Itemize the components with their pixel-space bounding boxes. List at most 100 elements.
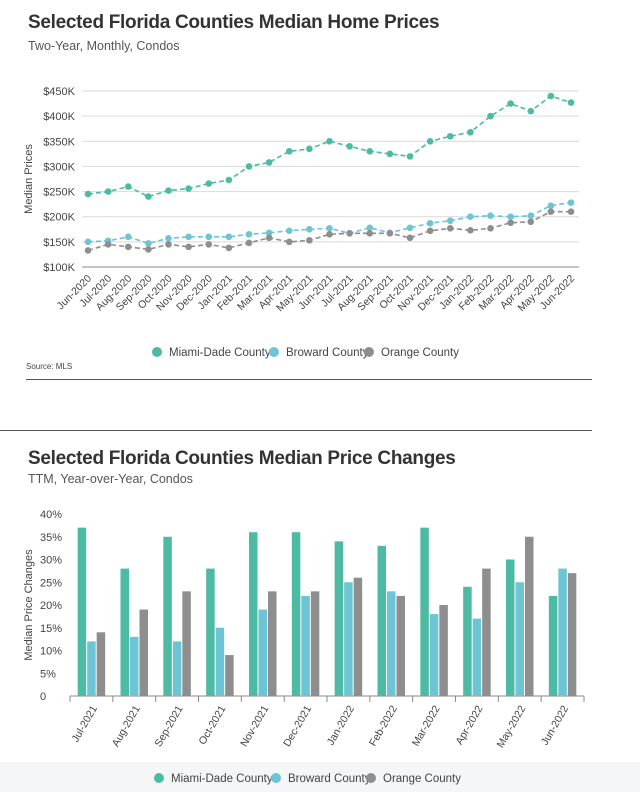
legend-label: Broward County	[286, 347, 369, 359]
bar	[439, 605, 448, 696]
home-prices-panel: Selected Florida Counties Median Home Pr…	[0, 0, 640, 390]
data-point	[346, 143, 353, 150]
x-tick-label: Jun-2022	[539, 703, 571, 747]
bar	[344, 582, 353, 696]
legend-label: Orange County	[383, 773, 461, 785]
data-point	[527, 218, 535, 226]
data-point	[366, 148, 374, 155]
data-point	[245, 231, 253, 238]
y-axis-label: Median Prices	[23, 144, 35, 214]
data-point	[306, 237, 313, 244]
data-point	[467, 128, 474, 136]
x-tick-label: Nov-2021	[238, 703, 271, 749]
data-point	[225, 176, 233, 184]
price-changes-panel: Selected Florida Counties Median Price C…	[0, 430, 640, 792]
data-point	[487, 224, 494, 232]
bar	[130, 636, 139, 696]
data-point	[185, 233, 192, 241]
bar	[163, 536, 172, 696]
x-tick-label: Aug-2021	[110, 703, 143, 749]
bar	[77, 527, 87, 696]
bar	[463, 586, 472, 696]
data-point	[467, 226, 474, 234]
bar	[310, 591, 320, 696]
y-tick-label: 40%	[40, 509, 62, 521]
y-tick-label: $400K	[43, 111, 75, 123]
y-tick-label: 15%	[40, 623, 62, 635]
data-point	[104, 188, 112, 195]
data-point	[386, 230, 394, 237]
data-point	[205, 233, 213, 241]
bar	[268, 591, 277, 696]
x-tick-label: Sep-2021	[153, 703, 186, 749]
x-tick-label: Mar-2022	[410, 703, 443, 748]
data-point	[487, 112, 494, 120]
legend-marker	[271, 773, 281, 783]
data-point	[84, 190, 92, 198]
divider	[0, 430, 592, 431]
y-tick-label: 5%	[40, 668, 56, 680]
data-point	[507, 219, 514, 227]
data-point	[326, 231, 333, 238]
data-point	[406, 224, 414, 232]
data-point	[84, 238, 92, 246]
legend-marker	[366, 773, 376, 783]
y-tick-label: 10%	[40, 646, 62, 658]
data-point	[124, 243, 132, 251]
y-tick-label: 20%	[40, 600, 62, 612]
bar	[172, 641, 182, 696]
data-point	[446, 217, 454, 225]
legend-marker	[364, 347, 374, 357]
data-point	[487, 212, 494, 220]
data-point	[245, 239, 253, 247]
data-point	[426, 137, 434, 145]
x-tick-label: Jul-2021	[69, 703, 100, 744]
series-line	[87, 95, 572, 198]
source-note: Source: MLS	[26, 362, 73, 371]
bar	[429, 614, 439, 696]
data-point	[507, 100, 514, 107]
data-point	[346, 230, 353, 237]
y-tick-label: $150K	[43, 237, 75, 249]
data-point	[285, 148, 293, 155]
data-point	[446, 224, 454, 232]
data-point	[366, 224, 374, 232]
bottom-strip	[0, 762, 640, 792]
data-point	[124, 233, 132, 241]
bar	[515, 582, 524, 696]
bar	[353, 577, 363, 696]
data-point	[265, 159, 273, 166]
data-point	[145, 240, 152, 247]
y-tick-label: $300K	[43, 161, 75, 173]
data-point	[326, 137, 333, 145]
data-point	[205, 241, 213, 248]
y-tick-label: 35%	[40, 532, 62, 544]
data-point	[265, 234, 273, 242]
data-point	[306, 225, 313, 233]
bar	[482, 568, 491, 696]
legend-marker	[269, 347, 279, 357]
x-tick-label: Dec-2021	[281, 703, 314, 749]
data-point	[285, 227, 293, 235]
data-point	[467, 213, 474, 221]
bar	[396, 595, 405, 696]
data-point	[567, 199, 575, 206]
data-point	[406, 234, 414, 242]
bar	[525, 536, 534, 696]
y-tick-label: 25%	[40, 577, 62, 589]
bar	[472, 618, 482, 696]
bar	[182, 591, 191, 696]
data-point	[567, 99, 575, 106]
data-point	[366, 230, 374, 237]
bar	[139, 609, 148, 696]
bar	[506, 559, 515, 696]
y-tick-label: $250K	[43, 187, 75, 199]
data-point	[567, 208, 575, 215]
bar	[420, 527, 429, 696]
x-tick-label: May-2022	[495, 703, 529, 750]
legend-label: Miami-Dade County	[169, 347, 271, 359]
data-point	[426, 219, 434, 227]
bar	[215, 627, 225, 696]
data-point	[225, 244, 233, 252]
bar	[206, 568, 215, 696]
